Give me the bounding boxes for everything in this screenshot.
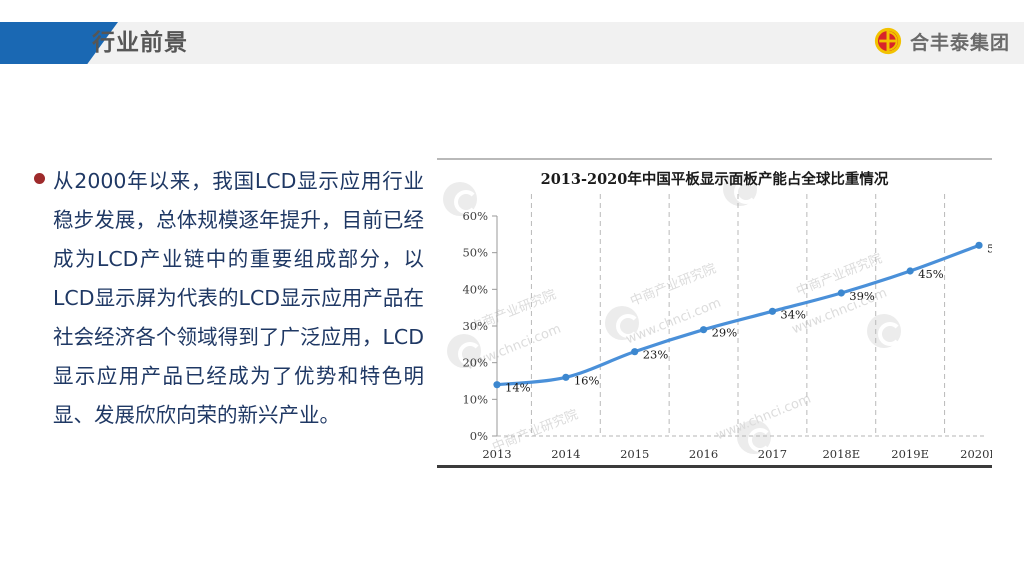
y-axis-tick-label: 10% <box>462 392 488 406</box>
y-axis-tick-label: 20% <box>462 356 488 370</box>
data-point-label: 23% <box>643 348 669 362</box>
data-point-label: 16% <box>574 373 600 387</box>
series-line <box>495 243 981 387</box>
brand-logo: 合丰泰集团 <box>874 27 1010 55</box>
chart-bottom-divider <box>437 465 992 468</box>
y-axis-tick-label: 0% <box>470 429 488 443</box>
header-band <box>0 22 1024 64</box>
y-axis-tick-label: 60% <box>462 209 488 223</box>
content-block: 从2000年以来，我国LCD显示应用行业稳步发展，总体规模逐年提升，目前已经成为… <box>34 162 424 435</box>
brand-logo-text: 合丰泰集团 <box>909 31 1010 54</box>
x-axis-tick-label: 2015 <box>620 447 649 461</box>
chart-title: 2013-2020年中国平板显示面板产能占全球比重情况 <box>540 171 889 188</box>
y-axis-tick-label: 50% <box>462 246 488 260</box>
data-point-marker <box>562 373 570 381</box>
data-point-label: 45% <box>918 267 944 281</box>
page-title: 行业前景 <box>92 30 188 56</box>
data-point-marker <box>975 241 983 249</box>
data-point-label: 14% <box>505 381 531 395</box>
chart-panel: 中商产业研究院 www.chnci.com 中商产业研究院 www.chnci.… <box>437 158 992 468</box>
x-axis-tick-label: 2018E <box>822 447 860 461</box>
y-axis-tick-label: 30% <box>462 319 488 333</box>
x-axis-tick-label: 2016 <box>689 447 718 461</box>
x-axis-tick-label: 2020E <box>960 447 992 461</box>
data-point-label: 29% <box>712 326 738 340</box>
company-emblem-icon <box>874 27 902 55</box>
data-point-marker <box>493 381 501 389</box>
line-chart-plot: 0% 10% 20% 30% 40% 50% 60% 2013 2014 2015 2016 2017… <box>462 194 992 461</box>
data-point-marker <box>768 307 777 315</box>
data-point-marker <box>699 326 708 334</box>
x-axis-tick-label: 2013 <box>482 447 511 461</box>
x-axis-tick-label: 2017 <box>758 447 787 461</box>
data-point-marker <box>837 289 845 297</box>
data-point-marker <box>631 348 639 356</box>
bullet-item: 从2000年以来，我国LCD显示应用行业稳步发展，总体规模逐年提升，目前已经成为… <box>34 162 424 435</box>
data-point-label: 39% <box>849 289 875 303</box>
data-point-label: 52% <box>987 241 992 255</box>
data-point-marker <box>906 267 914 275</box>
data-point-label: 34% <box>780 307 806 321</box>
bullet-paragraph: 从2000年以来，我国LCD显示应用行业稳步发展，总体规模逐年提升，目前已经成为… <box>53 169 424 427</box>
y-axis-tick-label: 40% <box>462 282 488 296</box>
bullet-dot-icon <box>34 173 45 184</box>
x-axis-tick-label: 2019E <box>891 447 929 461</box>
x-axis-tick-label: 2014 <box>551 447 580 461</box>
chart-top-divider <box>437 158 992 160</box>
